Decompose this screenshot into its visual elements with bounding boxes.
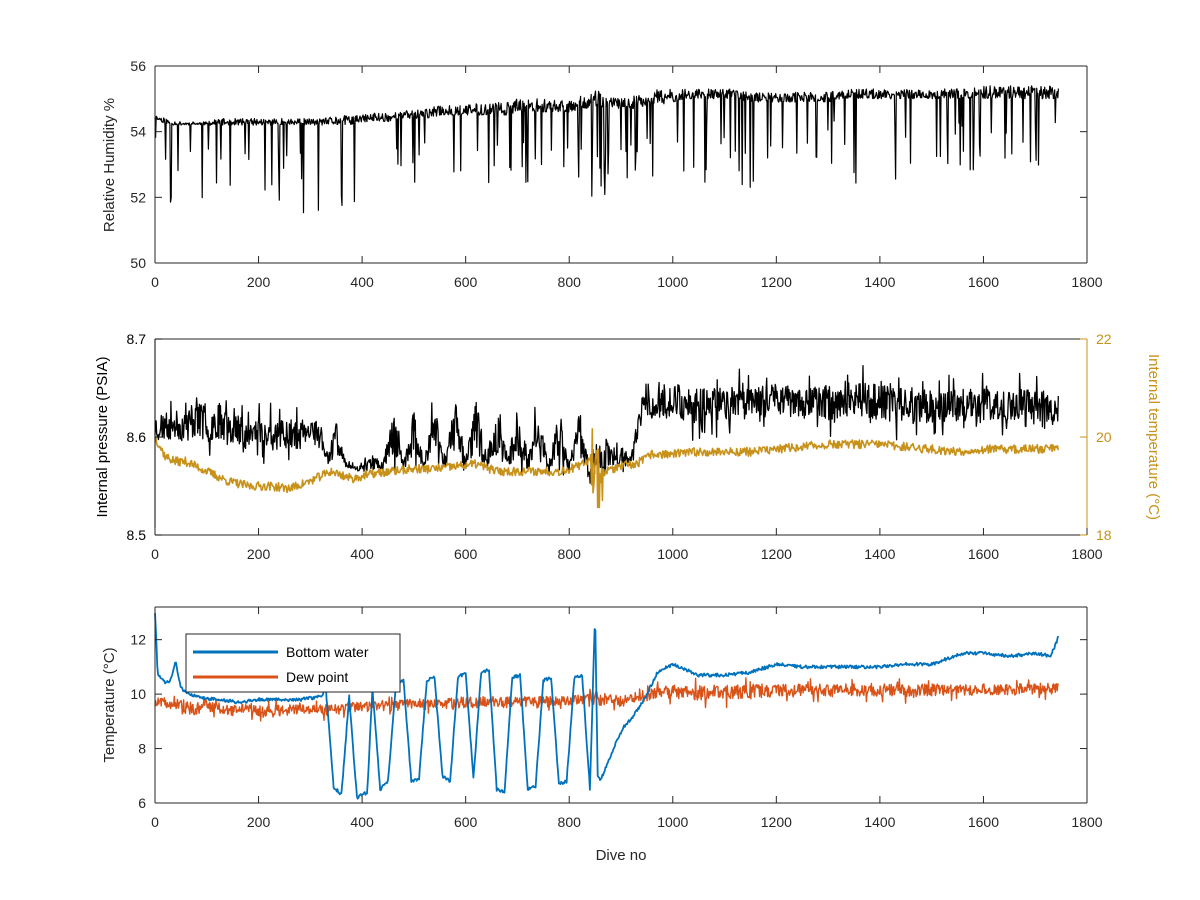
x-tick-label: 400	[350, 814, 374, 830]
x-tick-label: 800	[558, 546, 582, 562]
x-tick-label: 400	[350, 274, 374, 290]
x-tick-label: 600	[454, 814, 478, 830]
x-tick-label: 1800	[1071, 814, 1102, 830]
humidity-plot-area	[154, 85, 1059, 214]
x-tick-label: 1400	[864, 546, 895, 562]
x-tick-label: 1400	[864, 274, 895, 290]
pressure-axes: 0 200 400 600 800 1000 1200 1400 1600 1800 8.5 8.6 8…	[127, 331, 1112, 562]
x-tick-label: 1800	[1071, 546, 1102, 562]
temperature-right-axis-label: Internal temperature (°C)	[1145, 354, 1162, 520]
y-tick-label: 8.5	[127, 527, 147, 543]
temperature-panel: 0 200 400 600 800 1000 1200 1400 1600 1800681012 …	[101, 606, 1103, 864]
legend-label-bottom-water: Bottom water	[286, 644, 369, 660]
y-tick-label: 8.7	[127, 331, 147, 347]
temperature-y-axis-label: Temperature (°C)	[101, 647, 118, 762]
x-tick-label: 600	[454, 546, 478, 562]
x-tick-label: 1200	[761, 274, 792, 290]
x-tick-label: 0	[151, 274, 159, 290]
x-tick-label: 1600	[968, 814, 999, 830]
y-tick-label: 56	[130, 58, 146, 74]
x-tick-label: 0	[151, 546, 159, 562]
humidity-panel: 0 200 400 600 800 1000 1200 1400 1600 1800 50 52 54 5…	[101, 58, 1103, 290]
pressure-temperature-panel: 0 200 400 600 800 1000 1200 1400 1600 1800 8.5 8.6 8…	[94, 331, 1162, 562]
legend: Bottom water Dew point	[185, 633, 401, 693]
x-tick-label: 600	[454, 274, 478, 290]
legend-box	[185, 633, 401, 693]
humidity-y-axis-label: Relative Humidity %	[101, 98, 118, 232]
y-tick-label: 10	[130, 686, 146, 702]
x-tick-label: 800	[558, 814, 582, 830]
y-right-tick-label: 22	[1096, 331, 1112, 347]
y-tick-label: 8	[138, 741, 146, 757]
y-tick-label: 54	[130, 124, 146, 140]
y-tick-label: 6	[138, 795, 146, 811]
humidity-line	[154, 85, 1059, 214]
x-tick-label: 1600	[968, 274, 999, 290]
x-tick-label: 200	[247, 814, 271, 830]
x-tick-label: 400	[350, 546, 374, 562]
x-tick-label: 1200	[761, 546, 792, 562]
pressure-line	[154, 365, 1059, 484]
x-tick-label: 200	[247, 546, 271, 562]
x-tick-label: 800	[558, 274, 582, 290]
x-tick-label: 200	[247, 274, 271, 290]
dew-point-line	[154, 677, 1060, 722]
internal-temperature-line	[154, 428, 1060, 509]
x-tick-label: 1000	[657, 274, 688, 290]
y-right-tick-label: 20	[1096, 429, 1112, 445]
y-tick-label: 8.6	[127, 429, 147, 445]
legend-label-dew-point: Dew point	[286, 669, 348, 685]
y-right-tick-label: 18	[1096, 527, 1112, 543]
y-tick-label: 52	[130, 189, 146, 205]
x-tick-label: 1200	[761, 814, 792, 830]
pressure-plot-area	[154, 365, 1060, 509]
x-axis-label: Dive no	[596, 847, 647, 864]
pressure-y-axis-label: Internal pressure (PSIA)	[94, 357, 111, 518]
x-tick-label: 1000	[657, 546, 688, 562]
y-tick-label: 12	[130, 632, 146, 648]
x-tick-label: 1400	[864, 814, 895, 830]
x-tick-label: 0	[151, 814, 159, 830]
x-tick-label: 1600	[968, 546, 999, 562]
humidity-axes: 0 200 400 600 800 1000 1200 1400 1600 1800 50 52 54 5…	[130, 58, 1102, 290]
temperature-plot-area	[154, 613, 1060, 800]
x-tick-label: 1000	[657, 814, 688, 830]
bottom-water-line	[154, 613, 1060, 800]
temperature-axes: 0 200 400 600 800 1000 1200 1400 1600 1800 6 8 10 12	[130, 606, 1103, 830]
y-tick-label: 50	[130, 255, 146, 271]
x-tick-label: 1800	[1071, 274, 1102, 290]
